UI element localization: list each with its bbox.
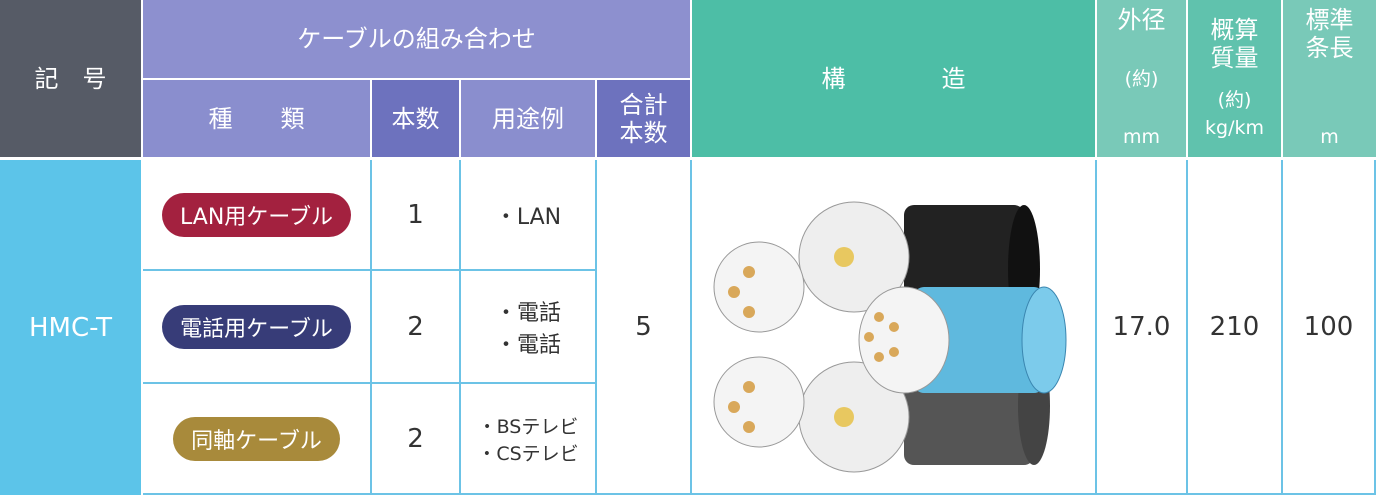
mass-cell: 210 bbox=[1188, 160, 1283, 495]
header-text: 合計 bbox=[619, 90, 668, 119]
header-cell: 用途例 bbox=[461, 80, 595, 157]
header-text: 質量 bbox=[1210, 43, 1259, 72]
header-unit: mm bbox=[1122, 126, 1161, 148]
header-note: (約) bbox=[1217, 88, 1252, 111]
type-cell: LAN用ケーブル bbox=[143, 160, 372, 271]
header-unit: m bbox=[1320, 126, 1339, 148]
conductor bbox=[833, 246, 854, 267]
type-cell: 同軸ケーブル bbox=[143, 384, 372, 495]
usage-cell: ・BSテレビ ・CSテレビ bbox=[461, 384, 597, 495]
header-text: 条長 bbox=[1305, 34, 1354, 62]
header-cell: 外径 (約) mm bbox=[1097, 0, 1186, 157]
total-cell: 5 bbox=[597, 160, 692, 495]
count: 2 bbox=[407, 423, 424, 454]
header-cell: 標準 条長 m bbox=[1283, 0, 1376, 157]
usage: ・LAN bbox=[494, 204, 562, 230]
count-cell: 2 bbox=[372, 271, 461, 384]
wires bbox=[727, 265, 899, 433]
usage: ・電話 bbox=[494, 332, 561, 358]
usage: ・電話 bbox=[494, 300, 561, 326]
header-text: 本数 bbox=[391, 104, 440, 133]
phone-end bbox=[713, 356, 804, 447]
symbol-cell: HMC-T bbox=[0, 160, 141, 495]
sheath bbox=[913, 286, 1044, 393]
sheath-end bbox=[1021, 286, 1066, 393]
header-text: 用途例 bbox=[492, 104, 564, 133]
header-cell: ケーブルの組み合わせ bbox=[143, 0, 690, 78]
type-cell: 電話用ケーブル bbox=[143, 271, 372, 384]
header-cell: 種 類 bbox=[143, 80, 370, 157]
header-cell: 構 造 bbox=[692, 0, 1095, 157]
conductor bbox=[833, 406, 854, 427]
header-text: 外径 bbox=[1117, 6, 1166, 34]
type-pill: 電話用ケーブル bbox=[162, 304, 351, 349]
count: 1 bbox=[407, 199, 424, 230]
header-group: 標準 条長 bbox=[1306, 6, 1354, 62]
header-text: 本数 bbox=[619, 118, 668, 147]
header-text: 種 類 bbox=[208, 104, 305, 133]
header-cell: 記 号 bbox=[0, 0, 141, 157]
length-cell: 100 bbox=[1283, 160, 1376, 495]
count-cell: 1 bbox=[372, 160, 461, 271]
header-note: (約) bbox=[1124, 67, 1159, 90]
header-cell: 概算 質量 (約) kg/km bbox=[1188, 0, 1281, 157]
type-pill: LAN用ケーブル bbox=[162, 192, 351, 237]
diameter: 17.0 bbox=[1112, 311, 1171, 342]
total: 5 bbox=[635, 311, 652, 342]
count-cell: 2 bbox=[372, 384, 461, 495]
mass: 210 bbox=[1209, 311, 1260, 342]
symbol: HMC-T bbox=[28, 312, 112, 343]
length: 100 bbox=[1303, 311, 1354, 342]
type-pill: 同軸ケーブル bbox=[173, 416, 340, 461]
usage: ・CSテレビ bbox=[477, 442, 579, 465]
diameter-cell: 17.0 bbox=[1097, 160, 1188, 495]
usage: ・BSテレビ bbox=[477, 415, 579, 438]
header-text: 構 造 bbox=[821, 64, 966, 93]
structure-cell bbox=[692, 160, 1097, 495]
header-cell: 本数 bbox=[372, 80, 459, 157]
header-cell: 合計 本数 bbox=[597, 80, 690, 157]
usage-cell: ・LAN bbox=[461, 160, 597, 271]
usage-cell: ・電話 ・電話 bbox=[461, 271, 597, 384]
header-text: 記 号 bbox=[34, 64, 107, 93]
phone-end bbox=[713, 241, 804, 332]
header-text: 標準 bbox=[1305, 6, 1354, 34]
header-text: 概算 bbox=[1210, 15, 1259, 44]
header-unit: kg/km bbox=[1205, 116, 1264, 139]
header-text: ケーブルの組み合わせ bbox=[297, 25, 536, 53]
count: 2 bbox=[407, 311, 424, 342]
cable-illustration bbox=[713, 201, 1066, 472]
